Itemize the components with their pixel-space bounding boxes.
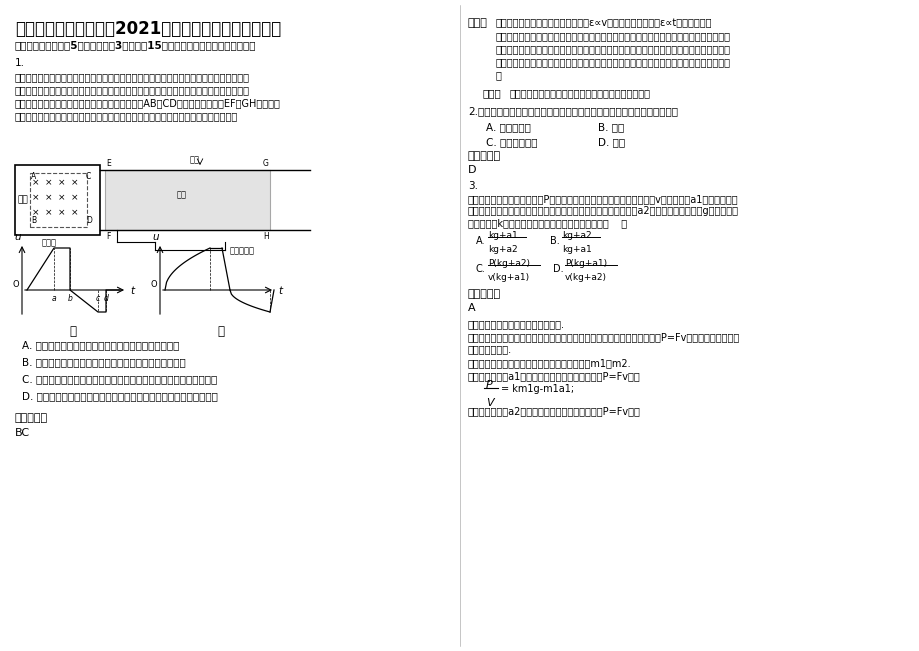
Text: b: b [67, 294, 73, 303]
Text: 列车重力的k倍，则列车满载与空载时的质量之比为（    ）: 列车重力的k倍，则列车满载与空载时的质量之比为（ ） [468, 218, 627, 228]
Text: E: E [106, 159, 110, 168]
Text: A: A [468, 303, 475, 313]
Text: t: t [130, 286, 134, 296]
Text: O: O [12, 280, 19, 289]
Text: 接控制中心: 接控制中心 [230, 246, 255, 255]
Text: u: u [15, 232, 21, 242]
Text: D: D [85, 216, 92, 225]
Text: D. 若电压信号如图乙所示，则火车可能做加速度增大的加速直线运动: D. 若电压信号如图乙所示，则火车可能做加速度增大的加速直线运动 [22, 391, 218, 401]
Text: BC: BC [15, 428, 30, 438]
Text: ×: × [45, 193, 52, 202]
Text: D.: D. [552, 264, 563, 274]
Bar [105, 170, 269, 230]
Text: kg+a1: kg+a1 [562, 245, 591, 254]
Text: A. 河岸上的树: A. 河岸上的树 [485, 122, 530, 132]
Text: ×: × [58, 208, 65, 217]
Text: v(kg+a1): v(kg+a1) [487, 273, 529, 282]
Text: 1.: 1. [15, 58, 25, 68]
Text: ×: × [58, 178, 65, 187]
Text: 图所示（俯视图）。控制中心接收到的线圈两端的电压信号如图，则下列判断正确的是: 图所示（俯视图）。控制中心接收到的线圈两端的电压信号如图，则下列判断正确的是 [15, 111, 238, 121]
Text: 。: 。 [495, 70, 502, 80]
Text: u: u [153, 232, 159, 242]
Text: 本题考查了导线切割磁感线、图象及运动学等知识点。: 本题考查了导线切割磁感线、图象及运动学等知识点。 [509, 88, 651, 98]
Text: 列车在空载情况下以恒定功率P经过一段平直的路段，通过某点时速率为v，加速度为a1；当列车满载: 列车在空载情况下以恒定功率P经过一段平直的路段，通过某点时速率为v，加速度为a1… [468, 194, 738, 204]
Text: ，在线圈进入和离开磁场时速度增大而加速度减小，火车可能做加速度减小的加速直线运动: ，在线圈进入和离开磁场时速度增大而加速度减小，火车可能做加速度减小的加速直线运动 [495, 57, 731, 67]
Text: 参考答案：: 参考答案： [468, 289, 501, 299]
Text: P: P [485, 380, 493, 390]
Text: 【考点】动率、平均功率和瞬时功率.: 【考点】动率、平均功率和瞬时功率. [468, 319, 564, 329]
Text: 的绝对值相等，说明加速度相同，综合来看，火车可能做匀加速直线运动。由乙图可以看出: 的绝对值相等，说明加速度相同，综合来看，火车可能做匀加速直线运动。由乙图可以看出 [495, 44, 731, 54]
Text: 参考答案：: 参考答案： [15, 413, 48, 423]
Text: t: t [278, 286, 282, 296]
Text: 甲: 甲 [69, 325, 76, 338]
Text: kg+a1: kg+a1 [487, 231, 517, 240]
Text: C. 迎面驶来的船: C. 迎面驶来的船 [485, 137, 537, 147]
Text: A: A [31, 172, 36, 181]
Text: ×: × [71, 208, 79, 217]
Text: kg+a2: kg+a2 [562, 231, 591, 240]
Text: 火车厢: 火车厢 [42, 238, 57, 247]
Text: 加速切割磁感线；在线圈离开磁场时，线圈中电流方向相反，电压仍在线性增大，由于线圈: 加速切割磁感线；在线圈离开磁场时，线圈中电流方向相反，电压仍在线性增大，由于线圈 [495, 31, 731, 41]
Text: 参考答案：: 参考答案： [468, 151, 501, 161]
Text: H: H [263, 232, 268, 241]
Text: 乙: 乙 [217, 325, 223, 338]
Text: ×: × [45, 178, 52, 187]
Text: ×: × [32, 193, 40, 202]
Text: B. 若电压信号如图甲所示，则火车可能做匀加速直线运动: B. 若电压信号如图甲所示，则火车可能做匀加速直线运动 [22, 357, 186, 367]
Text: B.: B. [550, 236, 559, 246]
Bar [30, 173, 87, 227]
Text: F: F [106, 232, 110, 241]
Text: A.: A. [475, 236, 485, 246]
Text: 铁轨: 铁轨 [190, 155, 199, 164]
Text: B: B [31, 216, 36, 225]
Text: ×: × [71, 178, 79, 187]
Text: C. 若电压信号如图乙所示，则火车可能做加速度减小的加速直线运动: C. 若电压信号如图乙所示，则火车可能做加速度减小的加速直线运动 [22, 374, 217, 384]
Text: 线圈: 线圈 [176, 190, 187, 199]
Text: ×: × [58, 193, 65, 202]
Text: kg+a2: kg+a2 [487, 245, 517, 254]
Text: 装置被安装在火车厢下面，当它经过安放在两铁轨间的矩形线圈时，便会产生一电信号且被: 装置被安装在火车厢下面，当它经过安放在两铁轨间的矩形线圈时，便会产生一电信号且被 [15, 85, 250, 95]
Text: ×: × [32, 178, 40, 187]
Text: D. 船舱: D. 船舱 [597, 137, 624, 147]
Text: v(kg+a2): v(kg+a2) [564, 273, 607, 282]
Text: C.: C. [475, 264, 485, 274]
Text: 有一种电磁装置可以向控制中心传输电压信号以判断火车的运行情况，能够产生匀强磁场的: 有一种电磁装置可以向控制中心传输电压信号以判断火车的运行情况，能够产生匀强磁场的 [15, 72, 250, 82]
Text: O: O [150, 280, 157, 289]
Text: 控制中心接收。假设磁场有与轨道垂直的理想边界AB、CD，且与线圈的两边EF、GH平行，如: 控制中心接收。假设磁场有与轨道垂直的理想边界AB、CD，且与线圈的两边EF、GH… [15, 98, 280, 108]
Text: P(kg+a1): P(kg+a1) [564, 259, 607, 268]
Text: ×: × [71, 193, 79, 202]
Text: D: D [468, 165, 476, 175]
Text: 解析：: 解析： [468, 18, 487, 28]
Text: a: a [51, 294, 56, 303]
Text: 磁场: 磁场 [18, 195, 28, 204]
Text: 当满载加速度为a2时，由牛顿第二定律和功率公式P=Fv得：: 当满载加速度为a2时，由牛顿第二定律和功率公式P=Fv得： [468, 406, 641, 416]
Bar [15, 165, 100, 235]
Text: 3.: 3. [468, 181, 478, 191]
Text: ，联立即可求解.: ，联立即可求解. [468, 344, 512, 354]
Text: 【分析】列车的功率等于牵引力与速度的乘积，由牛顿第二定律和功率公式P=Fv，分别研究两种情况: 【分析】列车的功率等于牵引力与速度的乘积，由牛顿第二定律和功率公式P=Fv，分别… [468, 332, 740, 342]
Text: P(kg+a2): P(kg+a2) [487, 259, 529, 268]
Text: G: G [263, 159, 268, 168]
Text: ×: × [45, 208, 52, 217]
Text: B. 河水: B. 河水 [597, 122, 624, 132]
Text: c: c [96, 294, 100, 303]
Text: 四川省眉山市多悦中学2021年高三物理期末试题含解析: 四川省眉山市多悦中学2021年高三物理期末试题含解析 [15, 20, 281, 38]
Text: A. 若电压信号如图甲所示，则火车可能做匀速直线运动: A. 若电压信号如图甲所示，则火车可能做匀速直线运动 [22, 340, 179, 350]
Text: 【解答】解：设列车满载与空载时的质量分别为m1和m2.: 【解答】解：设列车满载与空载时的质量分别为m1和m2. [468, 358, 631, 368]
Text: d: d [104, 294, 108, 303]
Text: 货物再次经过同一点时，功率和速率均与原来相同，但加速度变为a2，重力加速度大小为g，设阻力是: 货物再次经过同一点时，功率和速率均与原来相同，但加速度变为a2，重力加速度大小为… [468, 206, 738, 216]
Text: 一、选择题：本题共5小题，每小题3分，共计15分，每小题只有一个选项符合题意: 一、选择题：本题共5小题，每小题3分，共计15分，每小题只有一个选项符合题意 [15, 40, 256, 50]
Text: C: C [85, 172, 91, 181]
Text: 磁铁运动时相当于线圈切割磁感线，ε∝v，由甲图可以看出，ε∝t说明线圈是匀: 磁铁运动时相当于线圈切割磁感线，ε∝v，由甲图可以看出，ε∝t说明线圈是匀 [495, 18, 711, 28]
Text: = km1g-m1a1;: = km1g-m1a1; [501, 384, 573, 394]
Text: ×: × [32, 208, 40, 217]
Text: 2.坐在逆流而上的船中的乘客，我们说他静止是以下列什么物体为参照物的: 2.坐在逆流而上的船中的乘客，我们说他静止是以下列什么物体为参照物的 [468, 106, 677, 116]
Text: V: V [485, 398, 494, 408]
Text: 点评：: 点评： [482, 88, 501, 98]
Text: 当空载加速度为a1时，由牛顿第二定律和功率公式P=Fv得：: 当空载加速度为a1时，由牛顿第二定律和功率公式P=Fv得： [468, 371, 640, 381]
